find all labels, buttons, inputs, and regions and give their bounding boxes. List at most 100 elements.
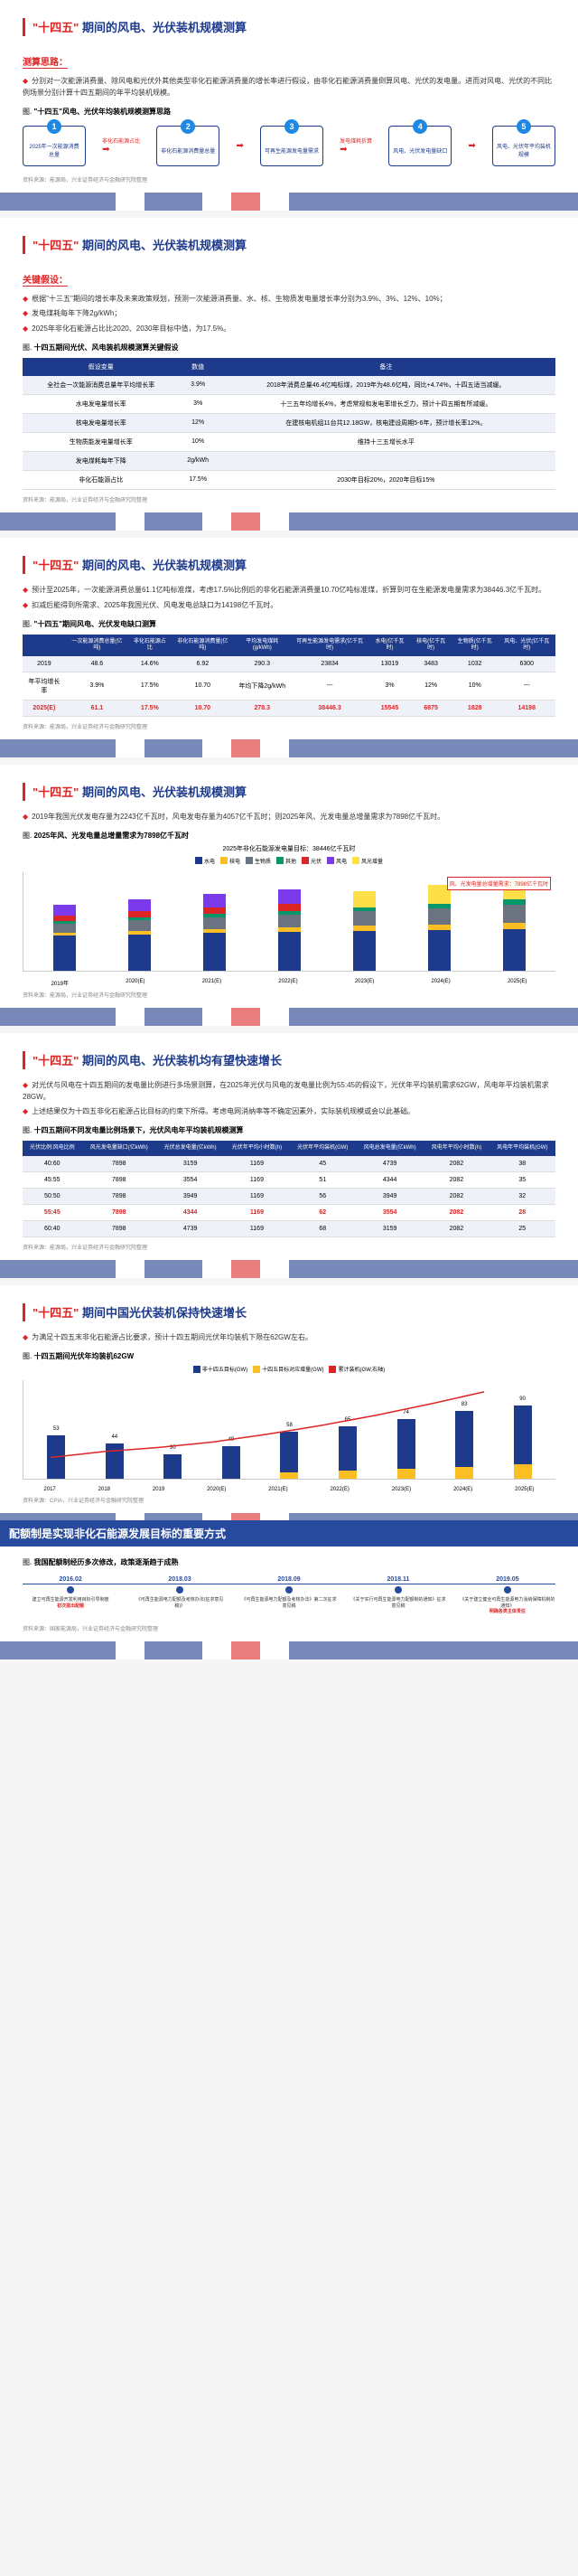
source-note: 资料来源：能源局，兴业证券经济与金融研究院整理 — [23, 1243, 555, 1251]
table-header — [23, 635, 66, 656]
table-header: 光伏比例:风电比例 — [23, 1141, 82, 1156]
flow-step: 12025年一次能源消费总量 — [23, 126, 86, 166]
table-header: 光伏年平均小时数(h) — [224, 1141, 289, 1156]
page-7: 配额制是实现非化石能源发展目标的重要方式 我国配额制经历多次修改，政策逐渐趋于成… — [0, 1520, 578, 1659]
blue-header: 配额制是实现非化石能源发展目标的重要方式 — [0, 1520, 578, 1547]
chart-title: "十四五"期间风电、光伏发电缺口测算 — [23, 619, 555, 629]
flow-step: 3可再生能源发电量需求 — [260, 126, 323, 166]
page-1: "十四五" 期间的风电、光伏装机规模测算 测算思路： 分别对一次能源消费量、除风… — [0, 0, 578, 211]
table-header: 一次能源消费总量(亿吨) — [66, 635, 128, 656]
table-row: 55:45789843441169623554208228 — [23, 1205, 555, 1221]
title-blue: 期间的风电、光伏装机规模测算 — [82, 21, 247, 34]
bar: 40 — [222, 1446, 240, 1479]
chart-title: 十四五期间光伏、风电装机规模测算关键假设 — [23, 343, 555, 353]
subtitle: 测算思路： — [23, 54, 68, 69]
page-5: "十四五" 期间的风电、光伏装机均有望快速增长 对光伏与风电在十四五期间的发电量… — [0, 1033, 578, 1279]
title-red: "十四五" — [33, 21, 79, 34]
page-6: "十四五" 期间中国光伏装机保持快速增长 为满足十四五末非化石能源占比要求，预计… — [0, 1285, 578, 1531]
flow-step: 2非化石能源消费量总量 — [156, 126, 219, 166]
section-title: "十四五" 期间的风电、光伏装机规模测算 — [23, 18, 555, 36]
legend-item: 生物质 — [246, 857, 271, 865]
table-header: 风电总发电量(亿kWh) — [356, 1141, 424, 1156]
flow-step: 4风电、光伏发电量缺口 — [388, 126, 452, 166]
combo-chart: 534430405865748390 — [23, 1380, 555, 1480]
chart-title: "十四五"风电、光伏年均装机规模测算思路 — [23, 107, 555, 117]
legend-item: 水电 — [195, 857, 215, 865]
scenario-table: 光伏比例:风电比例风光发电量缺口(亿kWh)光伏总发电量(亿kWh)光伏年平均小… — [23, 1141, 555, 1237]
subtitle: 关键假设： — [23, 272, 68, 287]
scenario-text-1: 对光伏与风电在十四五期间的发电量比例进行多场景测算，在2025年光伏与风电的发电… — [23, 1080, 555, 1104]
chart-title: 我国配额制经历多次修改，政策逐渐趋于成熟 — [23, 1557, 555, 1567]
source-note: 资料来源：能源局，兴业证券经济与金融研究院整理 — [23, 175, 555, 183]
source-note: 资料来源：国家能源局，兴业证券经济与金融研究院整理 — [23, 1624, 555, 1632]
legend-item: 累计装机(GW,右轴) — [329, 1365, 385, 1373]
table-header: 非化石能源消费量(亿吨) — [172, 635, 234, 656]
timeline-item: 2018.03 《可再生能源电力配额及考核办法(征求意见稿)》 — [132, 1576, 228, 1615]
timeline-item: 2018.09 《可再生能源电力配额及考核办法》第二次征求意见稿 — [241, 1576, 337, 1615]
bar: 30 — [163, 1454, 182, 1479]
table-header: 生物质(亿千瓦时) — [452, 635, 499, 656]
calc-text-2: 扣减后能得到所需求、2025年我国光伏、风电发电总缺口为14198亿千瓦时。 — [23, 600, 555, 612]
x-axis-labels: 2017201820192020(E)2021(E)2022(E)2023(E)… — [23, 1487, 555, 1492]
section-title: "十四五" 期间中国光伏装机保持快速增长 — [23, 1303, 555, 1321]
table-row: 水电发电量增长率3%十三五年均增长4%，考虑常规和发电率增长乏力，预计十四五期有… — [23, 394, 555, 413]
table-row: 全社会一次能源消费总量年平均增长率3.9%2018年消费总量46.4亿吨标煤，2… — [23, 376, 555, 395]
bar: 90 — [514, 1406, 532, 1479]
table-row: 核电发电量增长率12%在建核电机组11台共12.18GW，核电建设周期5-6年，… — [23, 413, 555, 432]
skyline-decoration — [0, 512, 578, 531]
skyline-decoration — [0, 193, 578, 211]
assumption-2: 发电煤耗每年下降2g/kWh； — [23, 308, 555, 320]
chart-subtitle: 2025年非化石能源发电量目标：38446亿千瓦时 — [23, 844, 555, 853]
table-header: 光伏年平均装机(GW) — [290, 1141, 356, 1156]
legend-item: 其他 — [276, 857, 296, 865]
body-text: 分别对一次能源消费量、除风电和光伏外其他类型非化石能源消费量的增长率进行假设，由… — [23, 76, 555, 99]
flowchart: 12025年一次能源消费总量非化石能源占比➡2非化石能源消费量总量➡3可再生能源… — [23, 126, 555, 166]
timeline-item: 2019.05 《关于建立健全可再生能源电力消纳保障机制的通知》明确各类主体责任 — [460, 1576, 555, 1615]
section-title: "十四五" 期间的风电、光伏装机规模测算 — [23, 556, 555, 574]
source-note: 资料来源：能源局，兴业证券经济与金融研究院整理 — [23, 722, 555, 730]
source-note: 资料来源：能源局，兴业证券经济与金融研究院整理 — [23, 495, 555, 503]
table-row: 45:55789835541169514344208235 — [23, 1172, 555, 1189]
bar: 83 — [455, 1411, 473, 1479]
table-row: 40:60789831591169454739208238 — [23, 1156, 555, 1172]
assumption-3: 2025年非化石能源占比比2020、2030年目标中值，为17.5%。 — [23, 324, 555, 335]
section-title: "十四五" 期间的风电、光伏装机规模测算 — [23, 236, 555, 254]
growth-text: 为满足十四五末非化石能源占比要求，预计十四五期间光伏年均装机下限在62GW左右。 — [23, 1332, 555, 1344]
x-axis-labels: 2019年2020(E)2021(E)2022(E)2023(E)2024(E)… — [23, 979, 555, 987]
page-3: "十四五" 期间的风电、光伏装机规模测算 预计至2025年，一次能源消费总量61… — [0, 538, 578, 757]
stacked-bar-chart: 风、光发电量总增量需求：7898亿千瓦时 — [23, 872, 555, 972]
table-header: 风光发电量缺口(亿kWh) — [82, 1141, 156, 1156]
timeline-item: 2016.02 建立可再生能源开发利用目标引导制度初次提出配额 — [23, 1576, 118, 1615]
annotation-box: 风、光发电量总增量需求：7898亿千瓦时 — [447, 877, 551, 890]
section-title: "十四五" 期间的风电、光伏装机规模测算 — [23, 783, 555, 801]
legend-item: 非十四五目标(GW) — [193, 1365, 247, 1373]
table-row: 非化石能源占比17.5%2030年目标20%，2020年目标15% — [23, 470, 555, 489]
skyline-decoration — [0, 739, 578, 757]
bar — [203, 894, 226, 971]
gap-calculation-table: 一次能源消费总量(亿吨)非化石能源占比非化石能源消费量(亿吨)平均发电煤耗(g/… — [23, 635, 555, 717]
table-header: 非化石能源占比 — [128, 635, 172, 656]
chart-title: 十四五期间不同发电量比例场景下，光伏风电年平均装机规模测算 — [23, 1125, 555, 1135]
policy-timeline: 2016.02 建立可再生能源开发利用目标引导制度初次提出配额 2018.03 … — [23, 1576, 555, 1615]
flow-step: 5风电、光伏年平均装机规模 — [492, 126, 555, 166]
page-4: "十四五" 期间的风电、光伏装机规模测算 2019年我国光伏发电存量为2243亿… — [0, 765, 578, 1026]
bar — [278, 889, 301, 971]
legend-item: 十四五目标对应增量(GW) — [253, 1365, 323, 1373]
source-note: 资料来源：CPIA，兴业证券经济与金融研究院整理 — [23, 1496, 555, 1504]
assumption-1: 根据"十三五"期间的增长率及未来政策规划，预测一次能源消费量、水、核、生物质发电… — [23, 294, 555, 306]
table-header: 核电(亿千瓦时) — [410, 635, 452, 656]
chart-title: 2025年风、光发电量总增量需求为7898亿千瓦时 — [23, 831, 555, 841]
table-header: 水电(亿千瓦时) — [369, 635, 411, 656]
table-header: 平均发电煤耗(g/kWh) — [234, 635, 291, 656]
table-row: 生物质能发电量增长率10%维持十三五增长水平 — [23, 432, 555, 451]
page-2: "十四五" 期间的风电、光伏装机规模测算 关键假设： 根据"十三五"期间的增长率… — [0, 218, 578, 531]
table-row: 年平均增长率3.9%17.5%10.70年均下降2g/kWh---3%12%10… — [23, 672, 555, 700]
skyline-decoration — [0, 1260, 578, 1278]
skyline-decoration — [0, 1641, 578, 1659]
table-header: 假设变量 — [23, 358, 180, 376]
legend-item: 风光增量 — [352, 857, 383, 865]
assumptions-table: 假设变量数值备注全社会一次能源消费总量年平均增长率3.9%2018年消费总量46… — [23, 358, 555, 490]
chart-title: 十四五期间光伏年均装机62GW — [23, 1351, 555, 1361]
bar: 53 — [47, 1435, 65, 1479]
bar — [53, 905, 76, 971]
